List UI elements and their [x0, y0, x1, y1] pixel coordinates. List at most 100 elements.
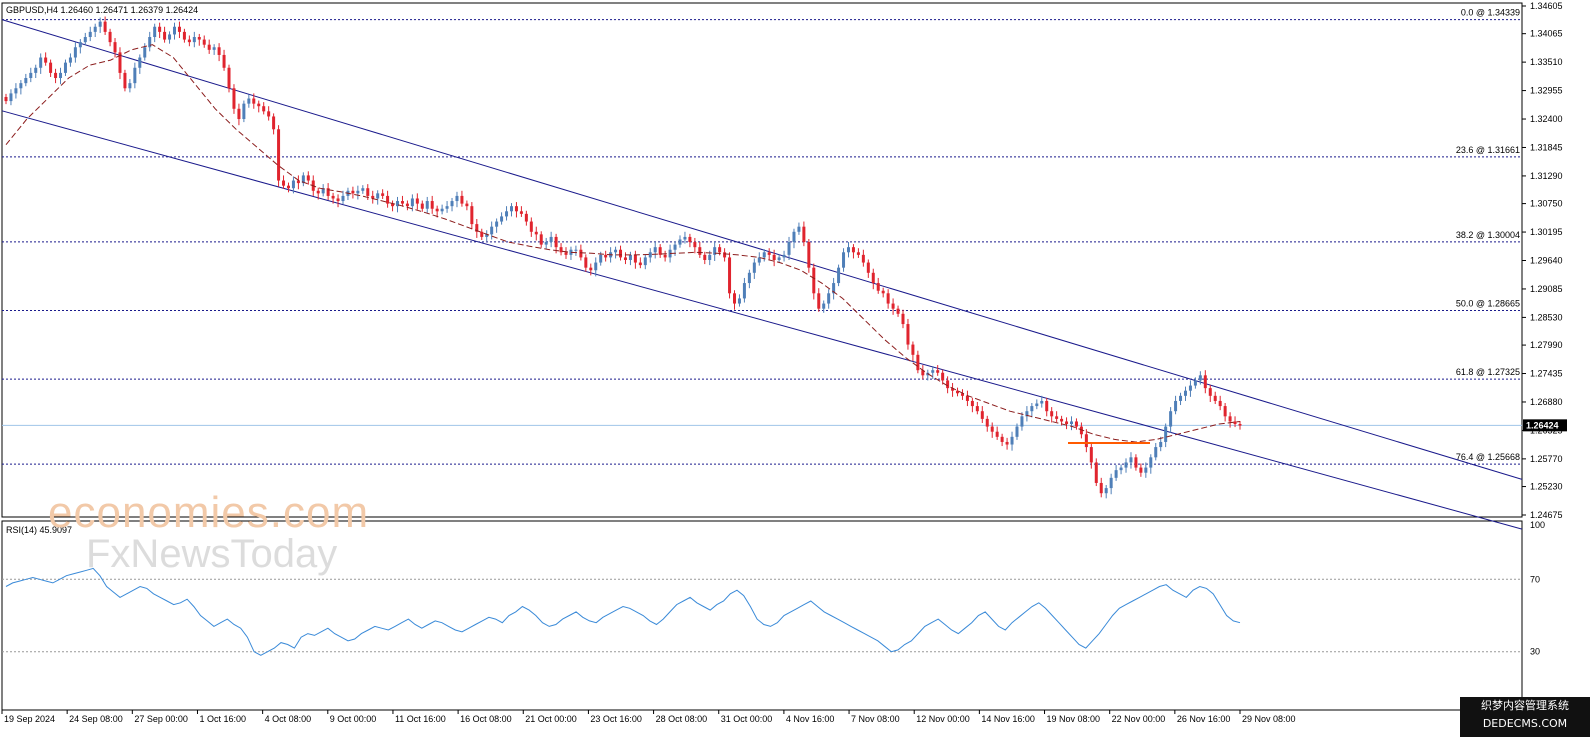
current-price-label: 1.26424 [1526, 420, 1559, 430]
candle-body [435, 208, 439, 212]
candle-body [564, 252, 568, 255]
candle-body [797, 226, 801, 232]
candle-body [956, 390, 960, 394]
candle-body [638, 262, 642, 266]
candle-body [1129, 457, 1133, 463]
candle-body [1169, 411, 1173, 427]
candle-body [916, 354, 920, 371]
price-axis-label: 1.25230 [1530, 482, 1563, 492]
candle-body [1040, 400, 1044, 404]
candle-body [172, 26, 176, 35]
candle-body [851, 247, 855, 253]
candle-body [1104, 488, 1108, 494]
rsi-line [5, 567, 1241, 656]
candle-body [212, 47, 216, 50]
candle-body [1134, 457, 1138, 468]
price-axis-label: 1.29085 [1530, 284, 1563, 294]
candle-body [713, 247, 717, 255]
time-axis-label: 27 Sep 00:00 [134, 714, 188, 724]
price-axis-label: 1.29640 [1530, 256, 1563, 266]
candle-body [207, 44, 211, 50]
time-axis-label: 1 Oct 16:00 [199, 714, 246, 724]
candle-body [866, 262, 870, 273]
candle-body [980, 411, 984, 419]
candle-body [88, 31, 92, 38]
candle-body [911, 344, 915, 355]
corner-badge: 织梦内容管理系统 DEDECMS.COM [1460, 697, 1590, 737]
candle-body [108, 31, 112, 43]
candle-body [133, 67, 137, 84]
candle-body [1060, 418, 1064, 422]
candle-body [182, 31, 186, 40]
candle-body [762, 252, 766, 258]
candle-body [951, 388, 955, 391]
candle-body [549, 236, 553, 243]
candle-body [336, 198, 340, 202]
candle-body [286, 185, 290, 189]
candle-body [54, 72, 58, 79]
candle-body [846, 247, 850, 253]
fib-level-label: 38.2 @ 1.30004 [1456, 230, 1520, 240]
candle-body [59, 72, 63, 79]
candle-body [653, 247, 657, 253]
candle-body [1094, 462, 1098, 483]
price-axis-label: 1.31290 [1530, 171, 1563, 181]
candle-body [822, 303, 826, 309]
rsi-axis-label: 30 [1530, 647, 1540, 657]
candle-body [832, 283, 836, 294]
candle-body [633, 254, 637, 263]
candle-body [1005, 441, 1009, 445]
candle-body [291, 180, 295, 189]
candle-body [267, 111, 271, 117]
price-axis-label: 1.25770 [1530, 454, 1563, 464]
rsi-pane-frame [1, 520, 1523, 711]
candle-body [1079, 426, 1083, 435]
candle-body [891, 303, 895, 309]
candle-body [475, 224, 479, 232]
candle-body [1228, 416, 1232, 422]
candle-body [272, 116, 276, 130]
candle-body [614, 249, 618, 253]
time-axis-label: 7 Nov 08:00 [851, 714, 900, 724]
price-axis-label: 1.32400 [1530, 114, 1563, 124]
candle-body [708, 254, 712, 260]
candle-body [341, 195, 345, 202]
candle-body [1233, 421, 1237, 425]
candle-body [733, 293, 737, 304]
candle-body [123, 72, 127, 89]
candle-body [990, 426, 994, 432]
candle-body [163, 31, 167, 40]
candle-body [718, 247, 722, 253]
time-axis-label: 24 Sep 08:00 [69, 714, 123, 724]
candle-body [1114, 470, 1118, 478]
candle-body [1099, 482, 1103, 494]
candle-body [63, 62, 67, 73]
candle-body [1010, 436, 1014, 445]
candle-body [698, 247, 702, 255]
candle-body [396, 201, 400, 207]
candle-body [529, 221, 533, 232]
candle-body [574, 249, 578, 251]
candle-body [534, 231, 538, 235]
candle-body [1198, 375, 1202, 381]
candle-body [1208, 388, 1212, 396]
candle-body [34, 67, 38, 73]
candle-body [678, 239, 682, 245]
candle-body [247, 98, 251, 104]
candle-body [24, 78, 28, 84]
fib-level-label: 76.4 @ 1.25668 [1456, 452, 1520, 462]
candle-body [1124, 462, 1128, 468]
candle-body [430, 201, 434, 209]
candle-body [29, 72, 33, 79]
candle-body [9, 93, 13, 102]
candle-body [500, 216, 504, 222]
candle-body [376, 193, 380, 199]
candle-body [1154, 447, 1158, 458]
candle-body [752, 262, 756, 273]
candle-body [837, 267, 841, 284]
candle-body [187, 39, 191, 43]
candle-body [599, 254, 603, 263]
candle-body [1144, 467, 1148, 473]
candle-body [44, 57, 48, 63]
